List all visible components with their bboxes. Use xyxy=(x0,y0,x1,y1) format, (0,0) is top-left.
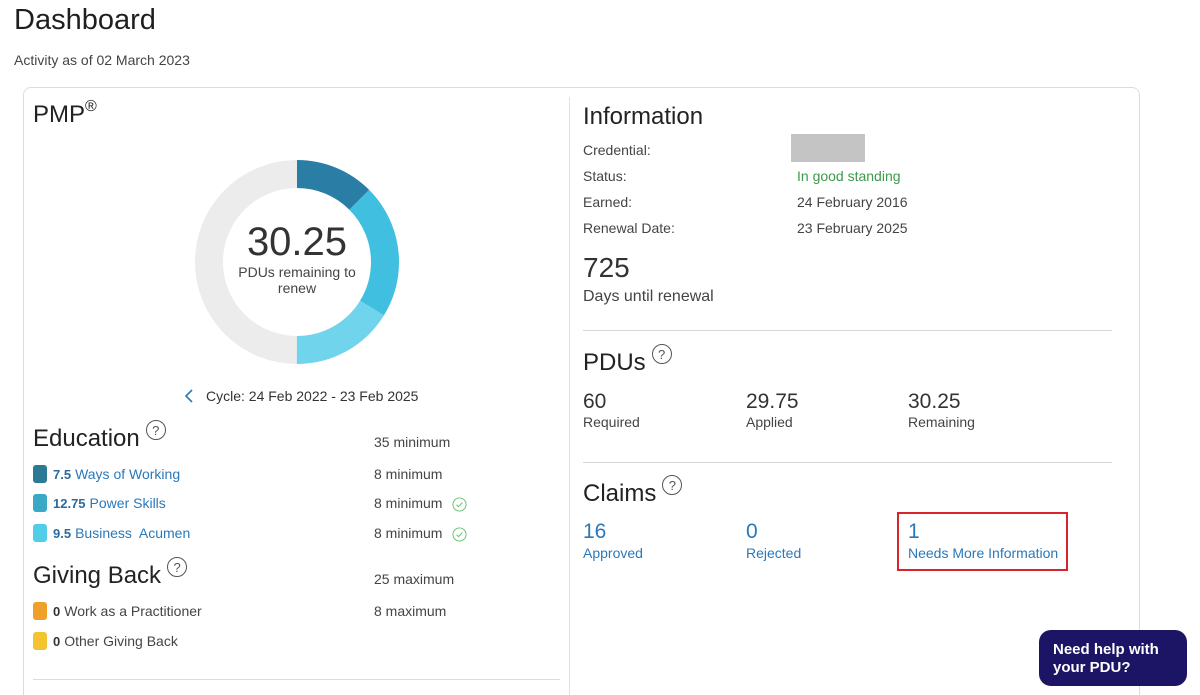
other-giving-back-value: 0 xyxy=(53,633,61,649)
power-skills-limit: 8 minimum xyxy=(374,495,443,511)
claims-rejected-value[interactable]: 0 xyxy=(746,520,758,543)
credential-label: Credential: xyxy=(583,142,651,158)
ways-of-working-link[interactable]: Ways of Working xyxy=(75,466,181,482)
donut-center: 30.25 PDUs remaining to renew xyxy=(195,160,399,364)
donut-value: 30.25 xyxy=(246,220,348,264)
education-item-power-skills: 12.75 Power Skills xyxy=(33,494,166,512)
business-acumen-value: 9.5 xyxy=(53,525,72,541)
swatch-practitioner xyxy=(33,602,47,620)
earned-label: Earned: xyxy=(583,194,633,210)
swatch-power-skills xyxy=(33,494,47,512)
status-label: Status: xyxy=(583,168,627,184)
help-chat-button[interactable]: Need help with your PDU? xyxy=(1039,630,1187,686)
question-circle-icon[interactable]: ? xyxy=(662,475,683,495)
status-value: In good standing xyxy=(797,168,901,184)
pdus-required-label: Required xyxy=(583,414,640,430)
check-circle-icon xyxy=(452,497,467,512)
pdus-remaining-value: 30.25 xyxy=(908,390,961,413)
check-circle-icon xyxy=(452,527,467,542)
education-item-ways-of-working: 7.5 Ways of Working xyxy=(33,465,180,483)
power-skills-link[interactable]: Power Skills xyxy=(89,495,166,511)
giving-back-limit: 25 maximum xyxy=(374,571,455,587)
pdu-donut-chart xyxy=(195,160,399,364)
power-skills-value: 12.75 xyxy=(53,495,86,511)
ways-of-working-value: 7.5 xyxy=(53,466,72,482)
information-title: Information xyxy=(583,103,704,130)
renewal-date-value: 23 February 2025 xyxy=(797,220,908,236)
pdus-remaining-label: Remaining xyxy=(908,414,975,430)
pdus-applied-value: 29.75 xyxy=(746,390,799,413)
claims-rejected-link[interactable]: Rejected xyxy=(746,545,802,561)
practitioner-limit: 8 maximum xyxy=(374,603,447,619)
business-acumen-limit: 8 minimum xyxy=(374,525,443,541)
practitioner-label: Work as a Practitioner xyxy=(64,603,202,619)
credential-redacted xyxy=(791,134,865,162)
divider xyxy=(583,330,1112,331)
divider xyxy=(583,462,1112,463)
donut-segment-power-skills xyxy=(195,160,399,364)
activity-date: Activity as of 02 March 2023 xyxy=(14,52,190,68)
power-skills-limit-row: 8 minimum xyxy=(374,495,467,512)
renewal-date-label: Renewal Date: xyxy=(583,220,675,236)
question-circle-icon[interactable]: ? xyxy=(145,420,166,440)
donut-segments xyxy=(195,160,399,364)
chevron-left-icon[interactable] xyxy=(182,388,198,404)
education-title: Education ? xyxy=(33,420,166,453)
pdus-title: PDUs ? xyxy=(583,344,672,377)
help-chat-line1: Need help with xyxy=(1053,641,1159,658)
claims-title: Claims ? xyxy=(583,475,683,508)
cycle-label: Cycle: 24 Feb 2022 - 23 Feb 2025 xyxy=(206,388,419,404)
ways-of-working-limit: 8 minimum xyxy=(374,466,443,482)
pdus-required-value: 60 xyxy=(583,390,607,413)
question-circle-icon[interactable]: ? xyxy=(167,557,188,577)
claims-needs-info-value[interactable]: 1 xyxy=(908,520,920,543)
help-chat-line2: your PDU? xyxy=(1053,659,1131,676)
claims-approved-value[interactable]: 16 xyxy=(583,520,607,543)
education-limit: 35 minimum xyxy=(374,434,451,450)
vertical-divider xyxy=(569,97,570,695)
earned-value: 24 February 2016 xyxy=(797,194,908,210)
giving-back-title: Giving Back ? xyxy=(33,557,188,590)
business-acumen-link[interactable]: Business Acumen xyxy=(75,525,191,541)
donut-caption: PDUs remaining to renew xyxy=(238,264,356,296)
giving-back-item-practitioner: 0 Work as a Practitioner xyxy=(33,602,202,620)
education-item-business-acumen: 9.5 Business Acumen xyxy=(33,524,190,542)
page-title: Dashboard xyxy=(14,4,156,36)
highlight-box xyxy=(897,512,1068,571)
question-circle-icon[interactable]: ? xyxy=(651,344,672,364)
swatch-business-acumen xyxy=(33,524,47,542)
pdus-applied-label: Applied xyxy=(746,414,793,430)
days-until-renewal-label: Days until renewal xyxy=(583,288,714,305)
business-acumen-limit-row: 8 minimum xyxy=(374,525,467,542)
practitioner-value: 0 xyxy=(53,603,61,619)
credential-title: PMP® xyxy=(33,98,97,128)
donut-segment-business-acumen xyxy=(195,160,399,364)
days-until-renewal-value: 725 xyxy=(583,252,630,283)
dashboard-card xyxy=(23,87,1140,695)
claims-needs-info-link[interactable]: Needs More Information xyxy=(908,545,1059,561)
swatch-other-giving-back xyxy=(33,632,47,650)
cycle-selector: Cycle: 24 Feb 2022 - 23 Feb 2025 xyxy=(182,388,418,404)
registered-mark: ® xyxy=(85,98,97,115)
section-divider xyxy=(33,679,560,680)
claims-approved-link[interactable]: Approved xyxy=(583,545,643,561)
swatch-ways-of-working xyxy=(33,465,47,483)
other-giving-back-label: Other Giving Back xyxy=(64,633,178,649)
giving-back-item-other: 0 Other Giving Back xyxy=(33,632,178,650)
donut-segment-ways-of-working xyxy=(195,160,399,364)
